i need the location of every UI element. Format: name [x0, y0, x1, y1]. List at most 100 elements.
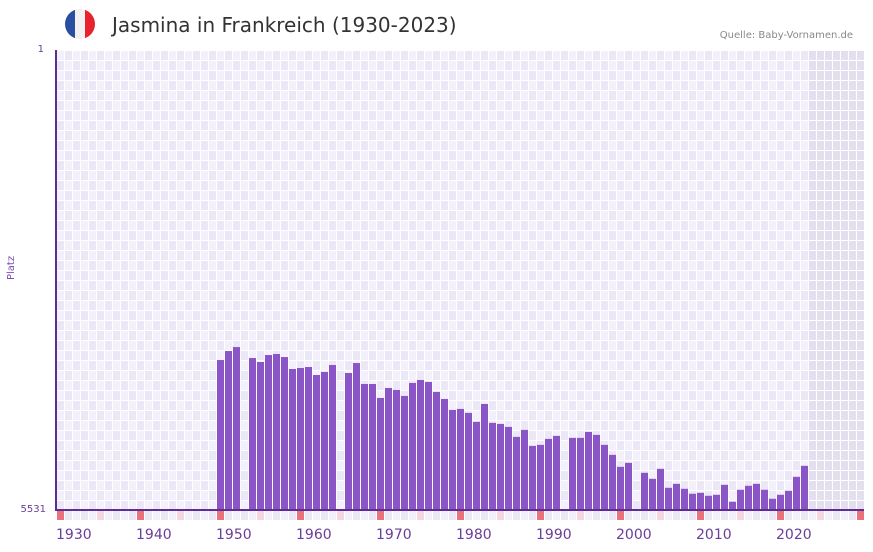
bar-1994 — [569, 437, 576, 510]
bar-1980 — [457, 408, 464, 510]
bar-1990 — [537, 444, 544, 510]
bar-1979 — [449, 409, 456, 510]
x-tick-1990: 1990 — [536, 527, 572, 543]
bar-2005 — [657, 468, 664, 510]
bar-2000 — [617, 466, 624, 510]
bar-1974 — [409, 382, 416, 510]
bar-1978 — [441, 398, 448, 510]
bar-1960 — [297, 368, 304, 510]
bar-1991 — [545, 438, 552, 510]
bar-1967 — [353, 363, 360, 510]
decade-marker-2020 — [777, 511, 784, 520]
x-tick-2000: 2000 — [616, 527, 652, 543]
bar-2014 — [729, 501, 736, 510]
bar-1987 — [513, 436, 520, 510]
bar-2009 — [689, 493, 696, 510]
bar-2018 — [761, 489, 768, 510]
bar-1955 — [257, 362, 264, 510]
x-tick-1980: 1980 — [456, 527, 492, 543]
y-axis-line — [55, 50, 57, 511]
bar-1985 — [497, 423, 504, 510]
bar-2001 — [625, 462, 632, 510]
flag-red-stripe — [85, 9, 95, 39]
decade-marker-2010 — [697, 511, 704, 520]
bar-1999 — [609, 454, 616, 510]
bar-1952 — [233, 347, 240, 510]
bar-1971 — [385, 387, 392, 510]
bar-1951 — [225, 351, 232, 510]
flag-white-stripe — [75, 9, 85, 39]
bar-2006 — [665, 487, 672, 510]
decade-marker-1960 — [297, 511, 304, 520]
bar-1998 — [601, 444, 608, 510]
bar-1995 — [577, 437, 584, 510]
bar-1976 — [425, 381, 432, 510]
bar-1983 — [481, 403, 488, 510]
bar-2017 — [753, 483, 760, 510]
france-flag-icon — [65, 9, 95, 39]
y-tick-bottom: 5531 — [20, 504, 46, 515]
flag-blue-stripe — [65, 9, 75, 39]
bar-1957 — [273, 354, 280, 510]
bar-1975 — [417, 379, 424, 510]
bar-2010 — [697, 492, 704, 510]
chart-title: Jasmina in Frankreich (1930-2023) — [112, 13, 457, 37]
bar-1962 — [313, 374, 320, 510]
bar-1963 — [321, 372, 328, 510]
year-markers — [57, 511, 864, 520]
x-tick-1960: 1960 — [296, 527, 332, 543]
bar-2008 — [681, 488, 688, 510]
y-axis-label: Platz — [6, 255, 17, 280]
bar-1997 — [593, 434, 600, 510]
decade-marker-1950 — [217, 511, 224, 520]
y-tick-top: 1 — [37, 44, 44, 55]
x-tick-1970: 1970 — [376, 527, 412, 543]
decade-marker-2000 — [617, 511, 624, 520]
decade-marker-1990 — [537, 511, 544, 520]
bar-1996 — [585, 431, 592, 510]
bar-1956 — [265, 355, 272, 510]
x-tick-1950: 1950 — [216, 527, 252, 543]
bar-2023 — [801, 465, 808, 510]
bar-1984 — [489, 422, 496, 510]
bar-1982 — [473, 421, 480, 510]
bar-2003 — [641, 472, 648, 510]
bar-1950 — [217, 360, 224, 510]
bar-2007 — [673, 483, 680, 510]
bar-1992 — [553, 435, 560, 510]
x-tick-2020: 2020 — [776, 527, 812, 543]
bar-1958 — [281, 357, 288, 510]
bar-2021 — [785, 490, 792, 510]
bar-2004 — [649, 478, 656, 510]
bar-1973 — [401, 395, 408, 510]
decade-marker-1930 — [57, 511, 64, 520]
x-axis-line — [55, 509, 864, 511]
bar-2012 — [713, 494, 720, 510]
x-tick-1940: 1940 — [136, 527, 172, 543]
decade-marker-2030 — [857, 511, 864, 520]
bar-2015 — [737, 489, 744, 510]
bar-1970 — [377, 397, 384, 510]
source-label: Quelle: Baby-Vornamen.de — [719, 30, 853, 41]
bar-1959 — [289, 369, 296, 510]
bar-1969 — [369, 383, 376, 510]
bar-1972 — [393, 389, 400, 510]
decade-marker-1940 — [137, 511, 144, 520]
bar-2022 — [793, 476, 800, 510]
bar-1981 — [465, 412, 472, 510]
bar-2011 — [705, 495, 712, 510]
bar-1968 — [361, 383, 368, 510]
bar-1988 — [521, 429, 528, 510]
bar-1954 — [249, 358, 256, 510]
decade-marker-1980 — [457, 511, 464, 520]
bar-1989 — [529, 445, 536, 510]
bar-1961 — [305, 367, 312, 510]
plot-area — [57, 51, 864, 510]
x-tick-1930: 1930 — [56, 527, 92, 543]
decade-marker-1970 — [377, 511, 384, 520]
bar-1964 — [329, 365, 336, 510]
bar-1966 — [345, 372, 352, 510]
bar-1977 — [433, 391, 440, 510]
bar-2016 — [745, 485, 752, 510]
bar-2019 — [769, 498, 776, 510]
